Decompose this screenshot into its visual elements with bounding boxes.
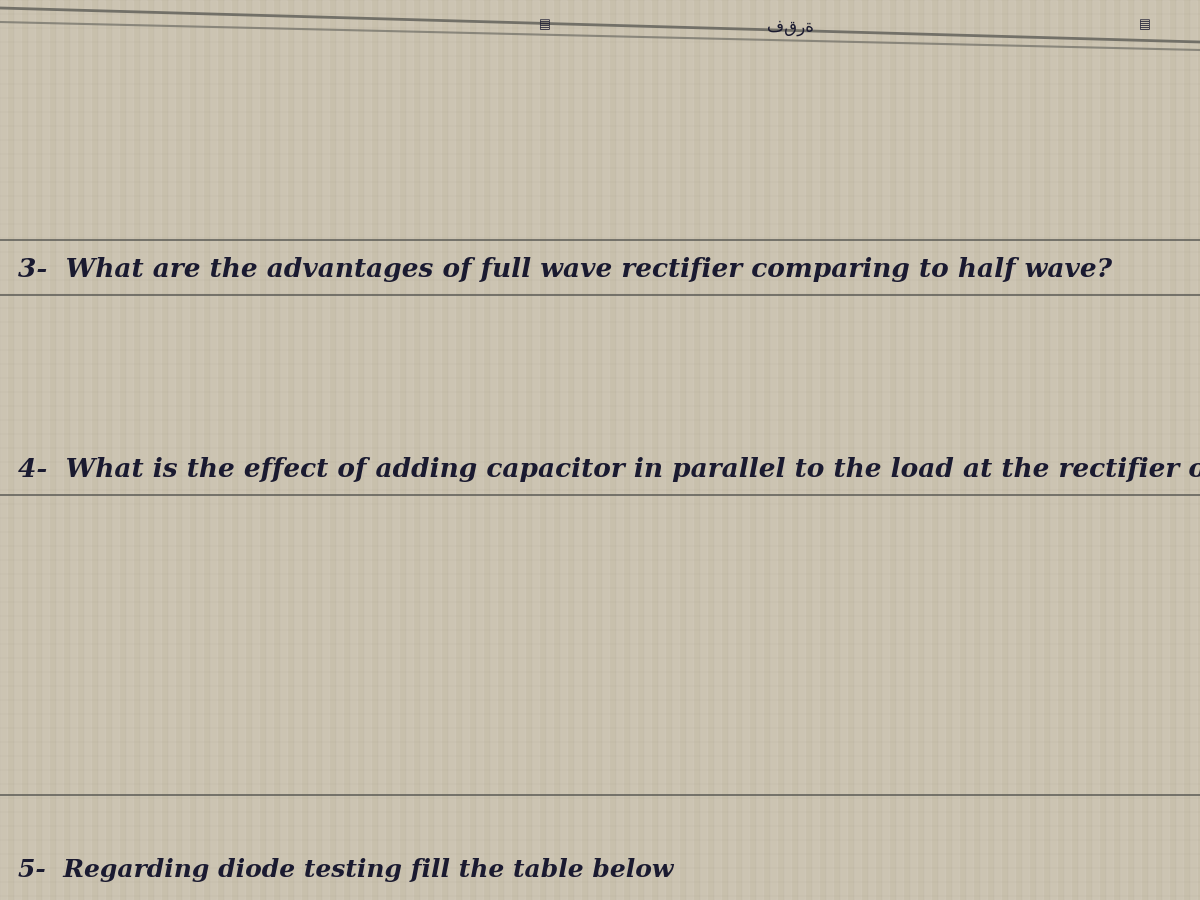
Bar [378,0,385,900]
Text: ▤: ▤ [539,18,551,31]
Bar [252,0,259,900]
Bar [126,0,133,900]
Bar [742,0,749,900]
Bar [518,0,526,900]
Bar [84,0,91,900]
Bar [182,0,190,900]
Bar [392,0,398,900]
Bar [896,0,904,900]
Text: 3-  What are the advantages of full wave rectifier comparing to half wave?: 3- What are the advantages of full wave … [18,257,1112,283]
Bar [1176,0,1183,900]
Bar [1022,0,1030,900]
Bar [714,0,721,900]
Bar [686,0,694,900]
Bar [280,0,287,900]
Bar [154,0,161,900]
Bar [462,0,469,900]
Bar [28,0,35,900]
Bar [658,0,665,900]
Bar [644,0,650,900]
Bar [308,0,314,900]
Bar [14,0,22,900]
Bar [42,0,49,900]
Bar [140,0,148,900]
Bar [350,0,358,900]
Bar [266,0,274,900]
Bar [448,0,455,900]
Bar [630,0,637,900]
Bar [994,0,1001,900]
Bar [224,0,230,900]
Bar [98,0,106,900]
Bar [434,0,442,900]
Text: ▤: ▤ [1139,18,1151,31]
Bar [980,0,986,900]
Bar [294,0,301,900]
Bar [616,0,623,900]
Bar [910,0,917,900]
Bar [784,0,791,900]
Bar [560,0,568,900]
Bar [966,0,973,900]
Bar [1036,0,1043,900]
Bar [490,0,497,900]
Bar [840,0,847,900]
Bar [826,0,833,900]
Bar [1064,0,1072,900]
Bar [938,0,946,900]
Bar [532,0,539,900]
Bar [574,0,581,900]
Bar [476,0,482,900]
Bar [504,0,511,900]
Bar [546,0,553,900]
Bar [700,0,707,900]
Bar [1190,0,1198,900]
Bar [602,0,610,900]
Bar [588,0,595,900]
Bar [672,0,679,900]
Bar [70,0,77,900]
Bar [168,0,175,900]
Bar [924,0,931,900]
Bar [728,0,734,900]
Bar [210,0,217,900]
Bar [798,0,805,900]
Bar [868,0,875,900]
Bar [1078,0,1085,900]
Text: فقرة: فقرة [767,18,814,36]
Bar [952,0,959,900]
Bar [364,0,371,900]
Text: 5-  Regarding diode testing fill the table below: 5- Regarding diode testing fill the tabl… [18,858,673,882]
Bar [1106,0,1114,900]
Bar [112,0,119,900]
Bar [812,0,818,900]
Bar [196,0,203,900]
Bar [238,0,245,900]
Bar [322,0,329,900]
Bar [1050,0,1057,900]
Bar [1008,0,1015,900]
Bar [854,0,862,900]
Bar [1162,0,1169,900]
Bar [1092,0,1099,900]
Bar [1148,0,1154,900]
Bar [56,0,64,900]
Bar [770,0,778,900]
Bar [756,0,763,900]
Bar [0,0,7,900]
Bar [882,0,889,900]
Bar [1120,0,1127,900]
Text: 4-  What is the effect of adding capacitor in parallel to the load at the rectif: 4- What is the effect of adding capacito… [18,457,1200,482]
Bar [1134,0,1141,900]
Bar [420,0,427,900]
Bar [406,0,413,900]
Bar [336,0,343,900]
